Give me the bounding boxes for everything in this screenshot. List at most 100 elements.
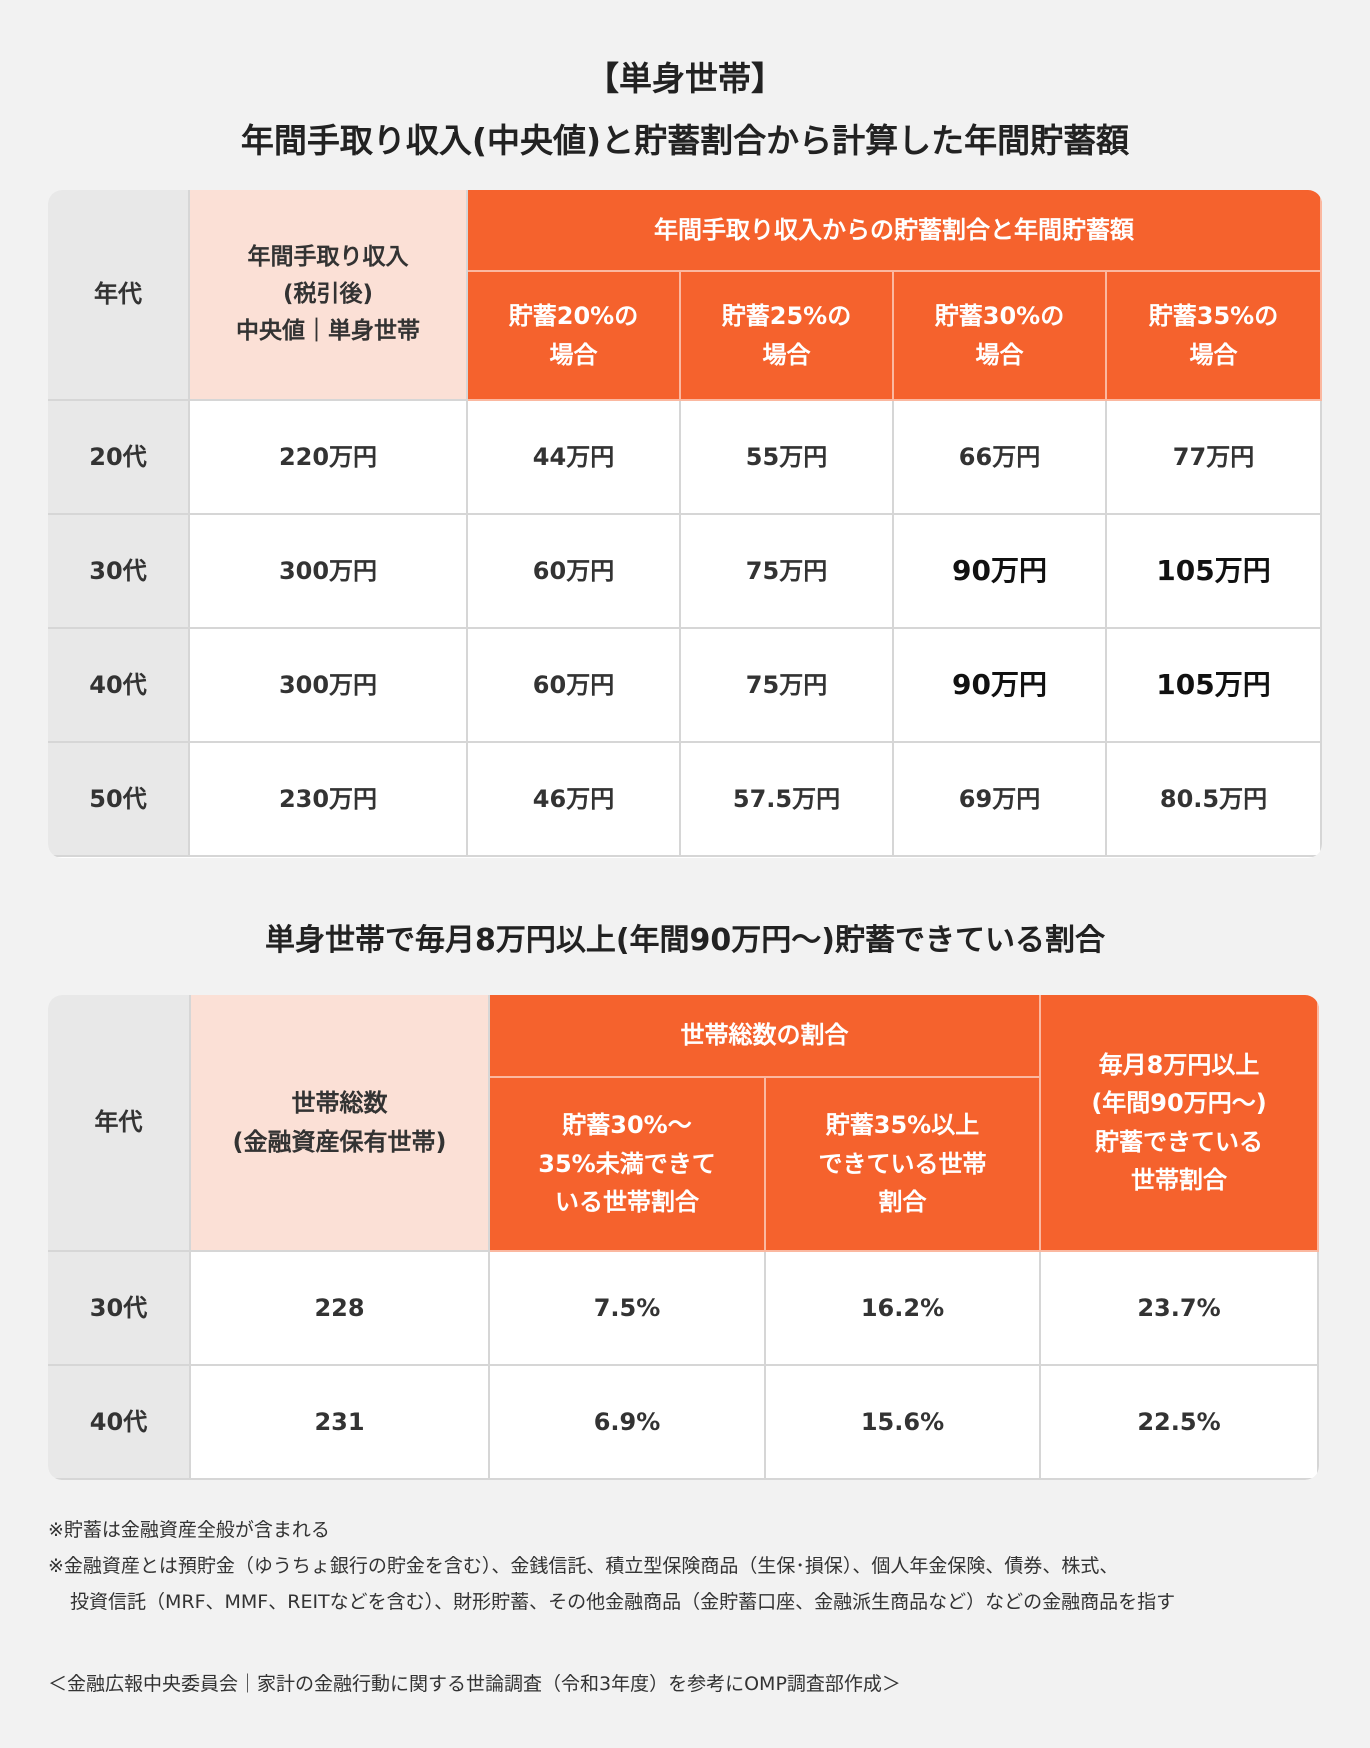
title-line2: 年間手取り収入(中央値)と貯蓄割合から計算した年間貯蓄額 xyxy=(240,121,1130,160)
cell-text: 231 xyxy=(314,1407,365,1436)
cell-text: 66万円 xyxy=(958,442,1041,471)
data-cell: 15.6% xyxy=(766,1366,1041,1480)
source: ＜金融広報中央委員会｜家計の金融行動に関する世論調査（令和3年度）を参考にOMP… xyxy=(48,1673,901,1695)
cell-text: 105万円 xyxy=(1156,553,1271,587)
cell-text: 年代 xyxy=(94,1108,143,1137)
cell-text: (税引後) xyxy=(282,281,374,308)
data-cell: 44万円 xyxy=(468,401,681,515)
cell-text: 40代 xyxy=(89,1407,148,1436)
cell-text: 105万円 xyxy=(1156,667,1271,701)
cell-text: 55万円 xyxy=(745,442,828,471)
cell-text: 20代 xyxy=(89,442,147,471)
data-cell: 7.5% xyxy=(490,1252,766,1366)
row-header: 30代 xyxy=(48,515,190,629)
data-cell: 6.9% xyxy=(490,1366,766,1480)
cell-text: 30代 xyxy=(89,556,147,585)
cell-text: 44万円 xyxy=(532,442,615,471)
cell-text: 22.5% xyxy=(1137,1407,1221,1436)
title-line1: 【単身世帯】 xyxy=(586,59,784,98)
row-header: 40代 xyxy=(48,1366,191,1480)
header-age: 年代 xyxy=(48,995,191,1252)
note: ※金融資産とは預貯金（ゆうちょ銀行の貯金を含む）、金銭信託、積立型保険商品（生保… xyxy=(48,1555,1119,1577)
cell-text: 220万円 xyxy=(278,442,378,471)
data-cell: 300万円 xyxy=(190,629,468,743)
cell-text: 6.9% xyxy=(593,1407,661,1436)
table-savings-ratio: 年代 世帯総数 (金融資産保有世帯) 世帯総数の割合貯蓄30%～ 35%未満できて いる世… xyxy=(48,995,1319,1480)
cell-text: 貯蓄25%の xyxy=(721,302,852,331)
cell-text: 230万円 xyxy=(278,784,378,813)
cell-text: 場合 xyxy=(762,340,811,369)
data-cell: 300万円 xyxy=(190,515,468,629)
cell-text: 年間手取り収入からの貯蓄割合と年間貯蓄額 xyxy=(654,215,1134,244)
cell-text: 30代 xyxy=(89,1293,148,1322)
cell-text: 80.5万円 xyxy=(1159,784,1268,813)
header-group: 年間手取り収入からの貯蓄割合と年間貯蓄額 xyxy=(468,190,1322,272)
cell-text: 割合 xyxy=(878,1188,927,1217)
cell-text: 貯蓄20%の xyxy=(508,302,639,331)
row-header: 40代 xyxy=(48,629,190,743)
data-cell: 90万円 xyxy=(894,515,1107,629)
data-cell: 23.7% xyxy=(1041,1252,1319,1366)
cell-text: 46万円 xyxy=(532,784,615,813)
table-annual-savings: 年代 年間手取り収入 (税引後) 中央値｜単身世帯 年間手取り収入からの貯蓄割合と年間貯… xyxy=(48,190,1322,858)
data-cell: 69万円 xyxy=(894,743,1107,857)
cell-text: 世帯総数 xyxy=(291,1089,388,1118)
row-header: 50代 xyxy=(48,743,190,857)
cell-text: 年間手取り収入 xyxy=(247,244,409,271)
data-cell: 80.5万円 xyxy=(1107,743,1322,857)
cell-text: 場合 xyxy=(549,340,598,369)
cell-text: 場合 xyxy=(1189,340,1238,369)
data-cell: 231 xyxy=(191,1366,490,1480)
cell-text: 300万円 xyxy=(278,556,378,585)
data-cell: 90万円 xyxy=(894,629,1107,743)
cell-text: 75万円 xyxy=(745,556,828,585)
data-cell: 22.5% xyxy=(1041,1366,1319,1480)
cell-text: できている世帯 xyxy=(818,1149,987,1178)
cell-text: (年間90万円～) xyxy=(1091,1089,1267,1118)
cell-text: いる世帯割合 xyxy=(555,1188,699,1217)
cell-text: (金融資産保有世帯) xyxy=(232,1127,447,1156)
cell-text: 69万円 xyxy=(958,784,1041,813)
cell-text: 貯蓄30%の xyxy=(934,302,1065,331)
header-total: 世帯総数 (金融資産保有世帯) xyxy=(191,995,490,1252)
cell-text: 90万円 xyxy=(952,667,1047,701)
header-group: 世帯総数の割合 xyxy=(490,995,1041,1078)
cell-text: 貯蓄35%の xyxy=(1148,302,1279,331)
cell-text: 228 xyxy=(314,1293,365,1322)
data-cell: 105万円 xyxy=(1107,629,1322,743)
cell-text: 場合 xyxy=(975,340,1024,369)
cell-text: 60万円 xyxy=(532,556,615,585)
row-header: 20代 xyxy=(48,401,190,515)
cell-text: 世帯割合 xyxy=(1131,1165,1227,1194)
cell-text: 300万円 xyxy=(278,670,378,699)
data-cell: 60万円 xyxy=(468,629,681,743)
cell-text: 75万円 xyxy=(745,670,828,699)
header-col: 貯蓄25%の 場合 xyxy=(681,272,894,401)
cell-text: 貯蓄35%以上 xyxy=(825,1111,980,1140)
cell-text: 16.2% xyxy=(860,1293,945,1322)
cell-text: 40代 xyxy=(89,670,147,699)
data-cell: 66万円 xyxy=(894,401,1107,515)
header-col: 貯蓄20%の 場合 xyxy=(468,272,681,401)
header-col: 貯蓄35%以上 できている世帯 割合 xyxy=(766,1078,1041,1252)
cell-text: 35%未満できて xyxy=(538,1149,716,1178)
data-cell: 230万円 xyxy=(190,743,468,857)
cell-text: 世帯総数の割合 xyxy=(680,1021,849,1050)
header-income: 年間手取り収入 (税引後) 中央値｜単身世帯 xyxy=(190,190,468,401)
data-cell: 77万円 xyxy=(1107,401,1322,515)
cell-text: 23.7% xyxy=(1137,1293,1221,1322)
cell-text: 57.5万円 xyxy=(732,784,841,813)
cell-text: 貯蓄できている xyxy=(1095,1127,1263,1156)
data-cell: 16.2% xyxy=(766,1252,1041,1366)
header-age: 年代 xyxy=(48,190,190,401)
header-col: 貯蓄30%～ 35%未満できて いる世帯割合 xyxy=(490,1078,766,1252)
data-cell: 55万円 xyxy=(681,401,894,515)
note: 投資信託（MRF、MMF、REITなどを含む）、財形貯蓄、その他金融商品（金貯蓄… xyxy=(70,1591,1176,1613)
data-cell: 220万円 xyxy=(190,401,468,515)
header-col: 貯蓄30%の 場合 xyxy=(894,272,1107,401)
data-cell: 46万円 xyxy=(468,743,681,857)
header-col: 貯蓄35%の 場合 xyxy=(1107,272,1322,401)
data-cell: 228 xyxy=(191,1252,490,1366)
cell-text: 7.5% xyxy=(593,1293,661,1322)
